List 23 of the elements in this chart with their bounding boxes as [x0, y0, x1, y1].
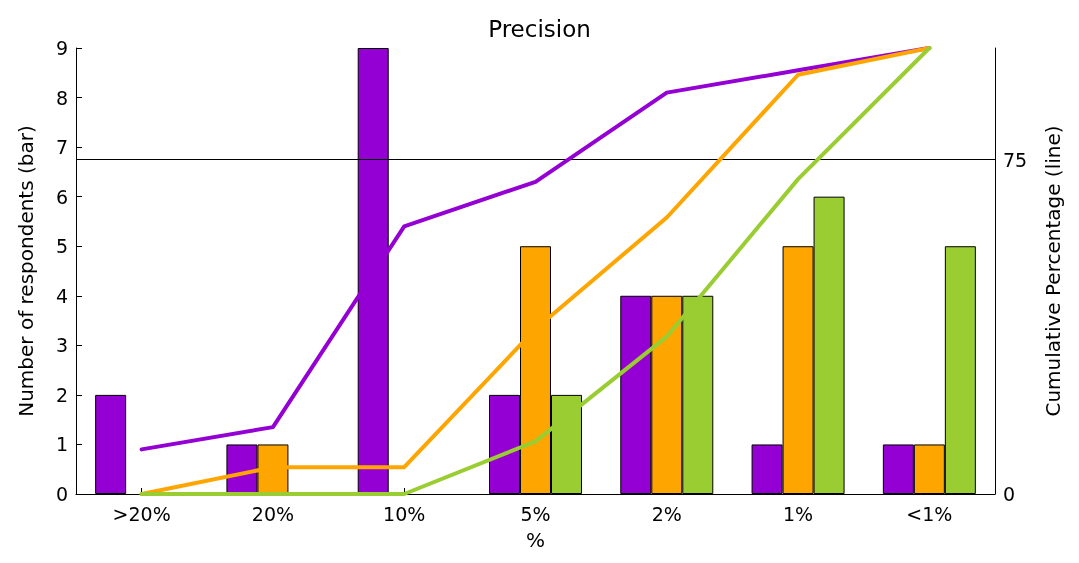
y-tick-label: 8: [55, 86, 68, 109]
x-tick-label: 2%: [651, 502, 682, 525]
y-tick-label: 4: [55, 284, 68, 307]
y-tick-label: 9: [55, 37, 68, 59]
y-tick-label: 6: [55, 185, 68, 208]
x-tick-label: 10%: [383, 502, 426, 525]
y-tick-label: 7: [55, 136, 68, 159]
y2-tick-label: 75: [1003, 148, 1028, 171]
x-tick-label: 5%: [520, 502, 551, 525]
x-tick-label: 20%: [251, 502, 295, 525]
y2-axis-title: Cumulative Percentage (line): [1041, 125, 1065, 417]
y2-tick-label: 0: [1003, 483, 1016, 505]
x-tick-label: >20%: [112, 502, 171, 525]
y-tick-label: 3: [55, 334, 68, 357]
y-tick-label: 1: [55, 433, 68, 456]
y-tick-label: 2: [55, 383, 68, 406]
x-axis-title: %: [525, 528, 546, 552]
x-tick-label: <1%: [906, 502, 953, 525]
y-axis-title: Number of respondents (bar): [14, 125, 38, 417]
y-tick-label: 5: [55, 235, 68, 258]
chart-title: Precision: [488, 15, 591, 42]
x-tick-label: 1%: [782, 502, 814, 525]
y-tick-label: 0: [55, 483, 68, 505]
